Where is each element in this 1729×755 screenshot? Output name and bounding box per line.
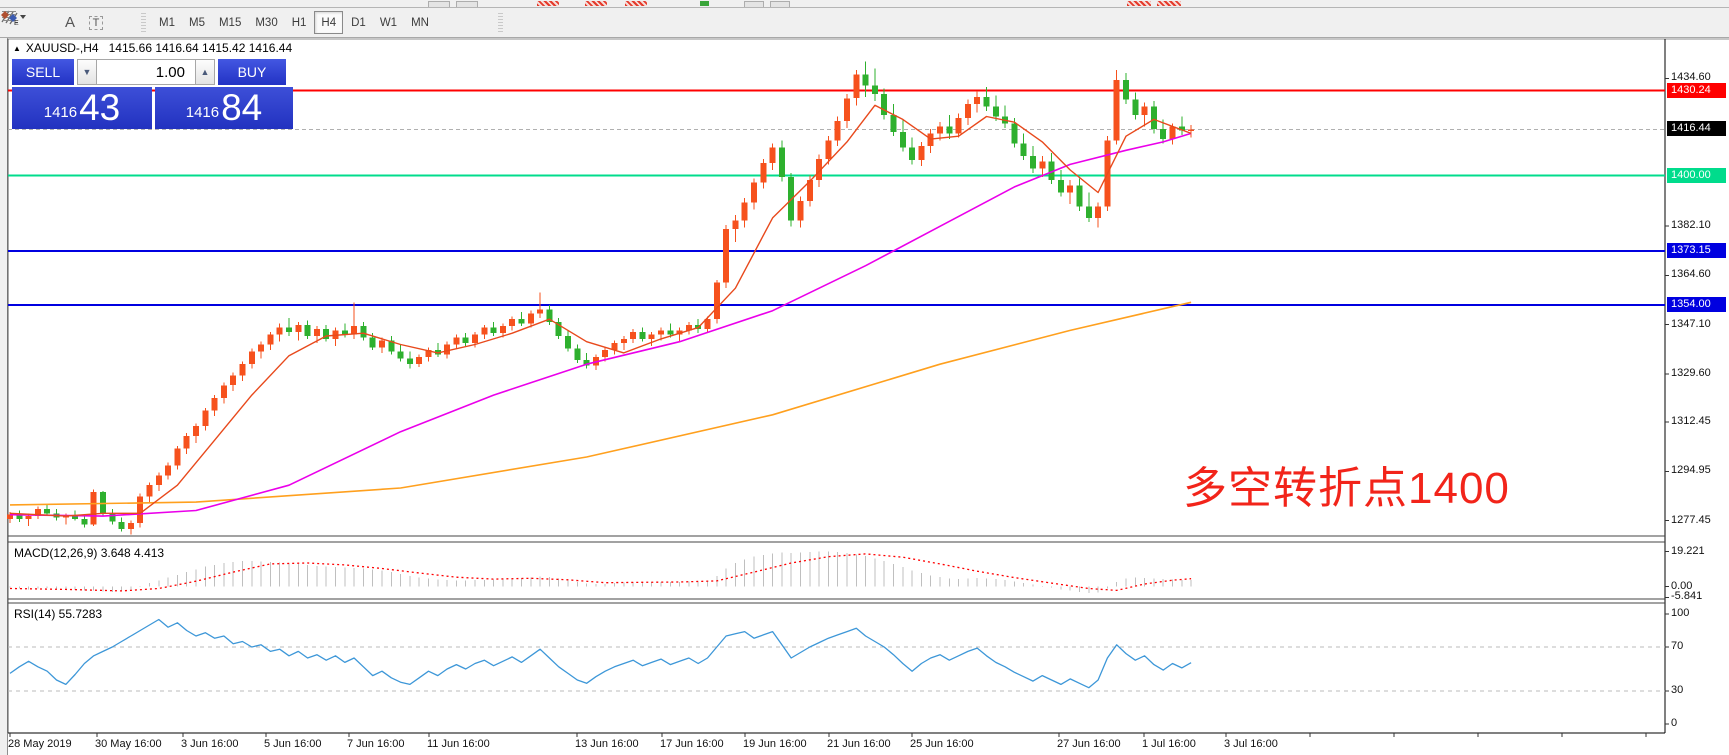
rsi-indicator-label: RSI(14) 55.7283 [14, 607, 103, 621]
buy-price-main: 1416 [185, 104, 220, 121]
buy-price-display[interactable]: 1416 84 [155, 87, 293, 129]
price-badge-1400.00: 1400.00 [1667, 167, 1726, 183]
time-axis-label: 28 May 2019 [8, 738, 72, 750]
chart-title: ▲ XAUUSD-,H4 1415.66 1416.64 1415.42 1416.… [13, 41, 292, 55]
chart-text-annotation[interactable]: 多空转折点1400 [1183, 464, 1510, 513]
rsi-axis-label: 70 [1671, 640, 1684, 652]
timeframe-button-m1[interactable]: M1 [159, 16, 175, 29]
rsi-axis-label: 0 [1671, 717, 1678, 729]
sell-price-main: 1416 [43, 104, 78, 121]
ma-mid-line [9, 132, 1192, 517]
price-badge-1416.44: 1416.44 [1667, 121, 1726, 137]
volume-increase-button[interactable]: ▲ [195, 59, 215, 85]
shapes-arrows-icon[interactable] [1, 11, 134, 35]
time-axis-label: 30 May 16:00 [95, 738, 162, 750]
ohlc-values: 1415.66 1416.64 1415.42 1416.44 [108, 41, 293, 55]
time-axis-label: 19 Jun 16:00 [743, 738, 807, 750]
timeframe-button-d1[interactable]: D1 [351, 16, 366, 29]
timeframe-button-m30[interactable]: M30 [255, 16, 278, 29]
price-axis-label: 1294.95 [1671, 464, 1711, 477]
timeframe-button-h4[interactable]: H4 [314, 11, 344, 34]
cropped-icon [700, 1, 709, 6]
macd-histogram [9, 551, 1192, 594]
time-axis-label: 13 Jun 16:00 [575, 738, 639, 750]
macd-axis-label: -5.841 [1671, 590, 1703, 603]
time-axis-label: 7 Jun 16:00 [347, 738, 405, 750]
cropped-button [456, 1, 478, 7]
time-axis-label: 25 Jun 16:00 [910, 738, 974, 750]
cropped-button [744, 1, 764, 7]
time-axis-label: 1 Jul 16:00 [1142, 738, 1196, 750]
grid-dots-icon[interactable]: F [2, 11, 56, 35]
ma-slow-line [9, 301, 1192, 506]
collapse-triangle-icon[interactable]: ▲ [13, 44, 21, 53]
symbol-period: XAUUSD-,H4 [25, 41, 99, 55]
horizontal-level-lines[interactable] [8, 89, 1665, 307]
macd-signal-line [9, 553, 1192, 592]
macd-axis-label: 0.00 [1671, 579, 1693, 592]
price-axis-label: 1277.45 [1671, 513, 1711, 526]
price-axis-label: 1364.60 [1671, 268, 1711, 281]
timeframe-group: M1 M5 M15 M30 H1 H4 D1 W1 MN [152, 11, 436, 34]
price-badge-1430.24: 1430.24 [1667, 82, 1726, 98]
timeframe-button-m5[interactable]: M5 [188, 16, 205, 29]
svg-text:E: E [14, 20, 19, 26]
toolbar-separator [497, 12, 503, 33]
price-axis-label: 1434.60 [1671, 71, 1711, 84]
cropped-toolbar-strip [0, 0, 1729, 8]
price-axis-label: 1312.45 [1671, 415, 1711, 427]
rsi-line [9, 618, 1192, 689]
time-axis-label: 5 Jun 16:00 [264, 738, 322, 750]
timeframe-button-mn[interactable]: MN [411, 16, 429, 29]
cropped-icon [537, 1, 559, 6]
time-axis-label: 3 Jul 16:00 [1224, 738, 1278, 750]
time-axis-label: 21 Jun 16:00 [827, 738, 891, 750]
volume-input[interactable] [97, 59, 195, 85]
buy-button[interactable]: BUY [218, 59, 286, 85]
price-axis-label: 1329.60 [1671, 366, 1711, 379]
text-box-icon[interactable]: T [84, 11, 108, 35]
price-badge-1373.15: 1373.15 [1667, 243, 1726, 259]
time-axis-label: 3 Jun 16:00 [181, 738, 239, 750]
svg-text:F: F [14, 20, 18, 26]
toolbar: E F A T M1 M5 M15 M30 H1 H4 D1 W1 MN [0, 8, 1729, 38]
price-axis-label: 1347.10 [1671, 317, 1711, 330]
macd-axis-label: 19.221 [1671, 544, 1705, 557]
price-axis-label: 1382.10 [1671, 219, 1711, 231]
one-click-trading-panel: SELL ▼ ▲ BUY 1416 43 1416 84 [12, 59, 295, 129]
cropped-icon [1127, 1, 1151, 6]
macd-indicator-label: MACD(12,26,9) 3.648 4.413 [14, 546, 165, 560]
rsi-axis-label: 100 [1671, 607, 1690, 619]
cropped-button [770, 1, 790, 7]
volume-decrease-button[interactable]: ▼ [77, 59, 97, 85]
price-badge-1354.00: 1354.00 [1667, 297, 1726, 313]
rsi-axis-label: 30 [1671, 684, 1684, 696]
cropped-icon [585, 1, 607, 6]
timeframe-button-w1[interactable]: W1 [379, 16, 398, 29]
sell-button[interactable]: SELL [12, 59, 74, 85]
sell-price-display[interactable]: 1416 43 [12, 87, 152, 129]
candles-layer [7, 61, 1195, 535]
cropped-icon [625, 1, 647, 6]
ma-fast-line [9, 104, 1192, 517]
time-axis-label: 27 Jun 16:00 [1057, 738, 1121, 750]
time-axis-label: 17 Jun 16:00 [660, 738, 724, 750]
timeframe-button-m15[interactable]: M15 [218, 16, 242, 29]
cropped-icon [1157, 1, 1181, 6]
text-label-icon[interactable]: A [64, 14, 75, 31]
toolbar-separator [141, 12, 146, 33]
buy-price-pips: 84 [221, 87, 263, 128]
time-axis-label: 11 Jun 16:00 [427, 738, 490, 750]
timeframe-button-h1[interactable]: H1 [291, 16, 307, 29]
sell-price-pips: 43 [79, 87, 121, 128]
cropped-button [428, 1, 450, 7]
